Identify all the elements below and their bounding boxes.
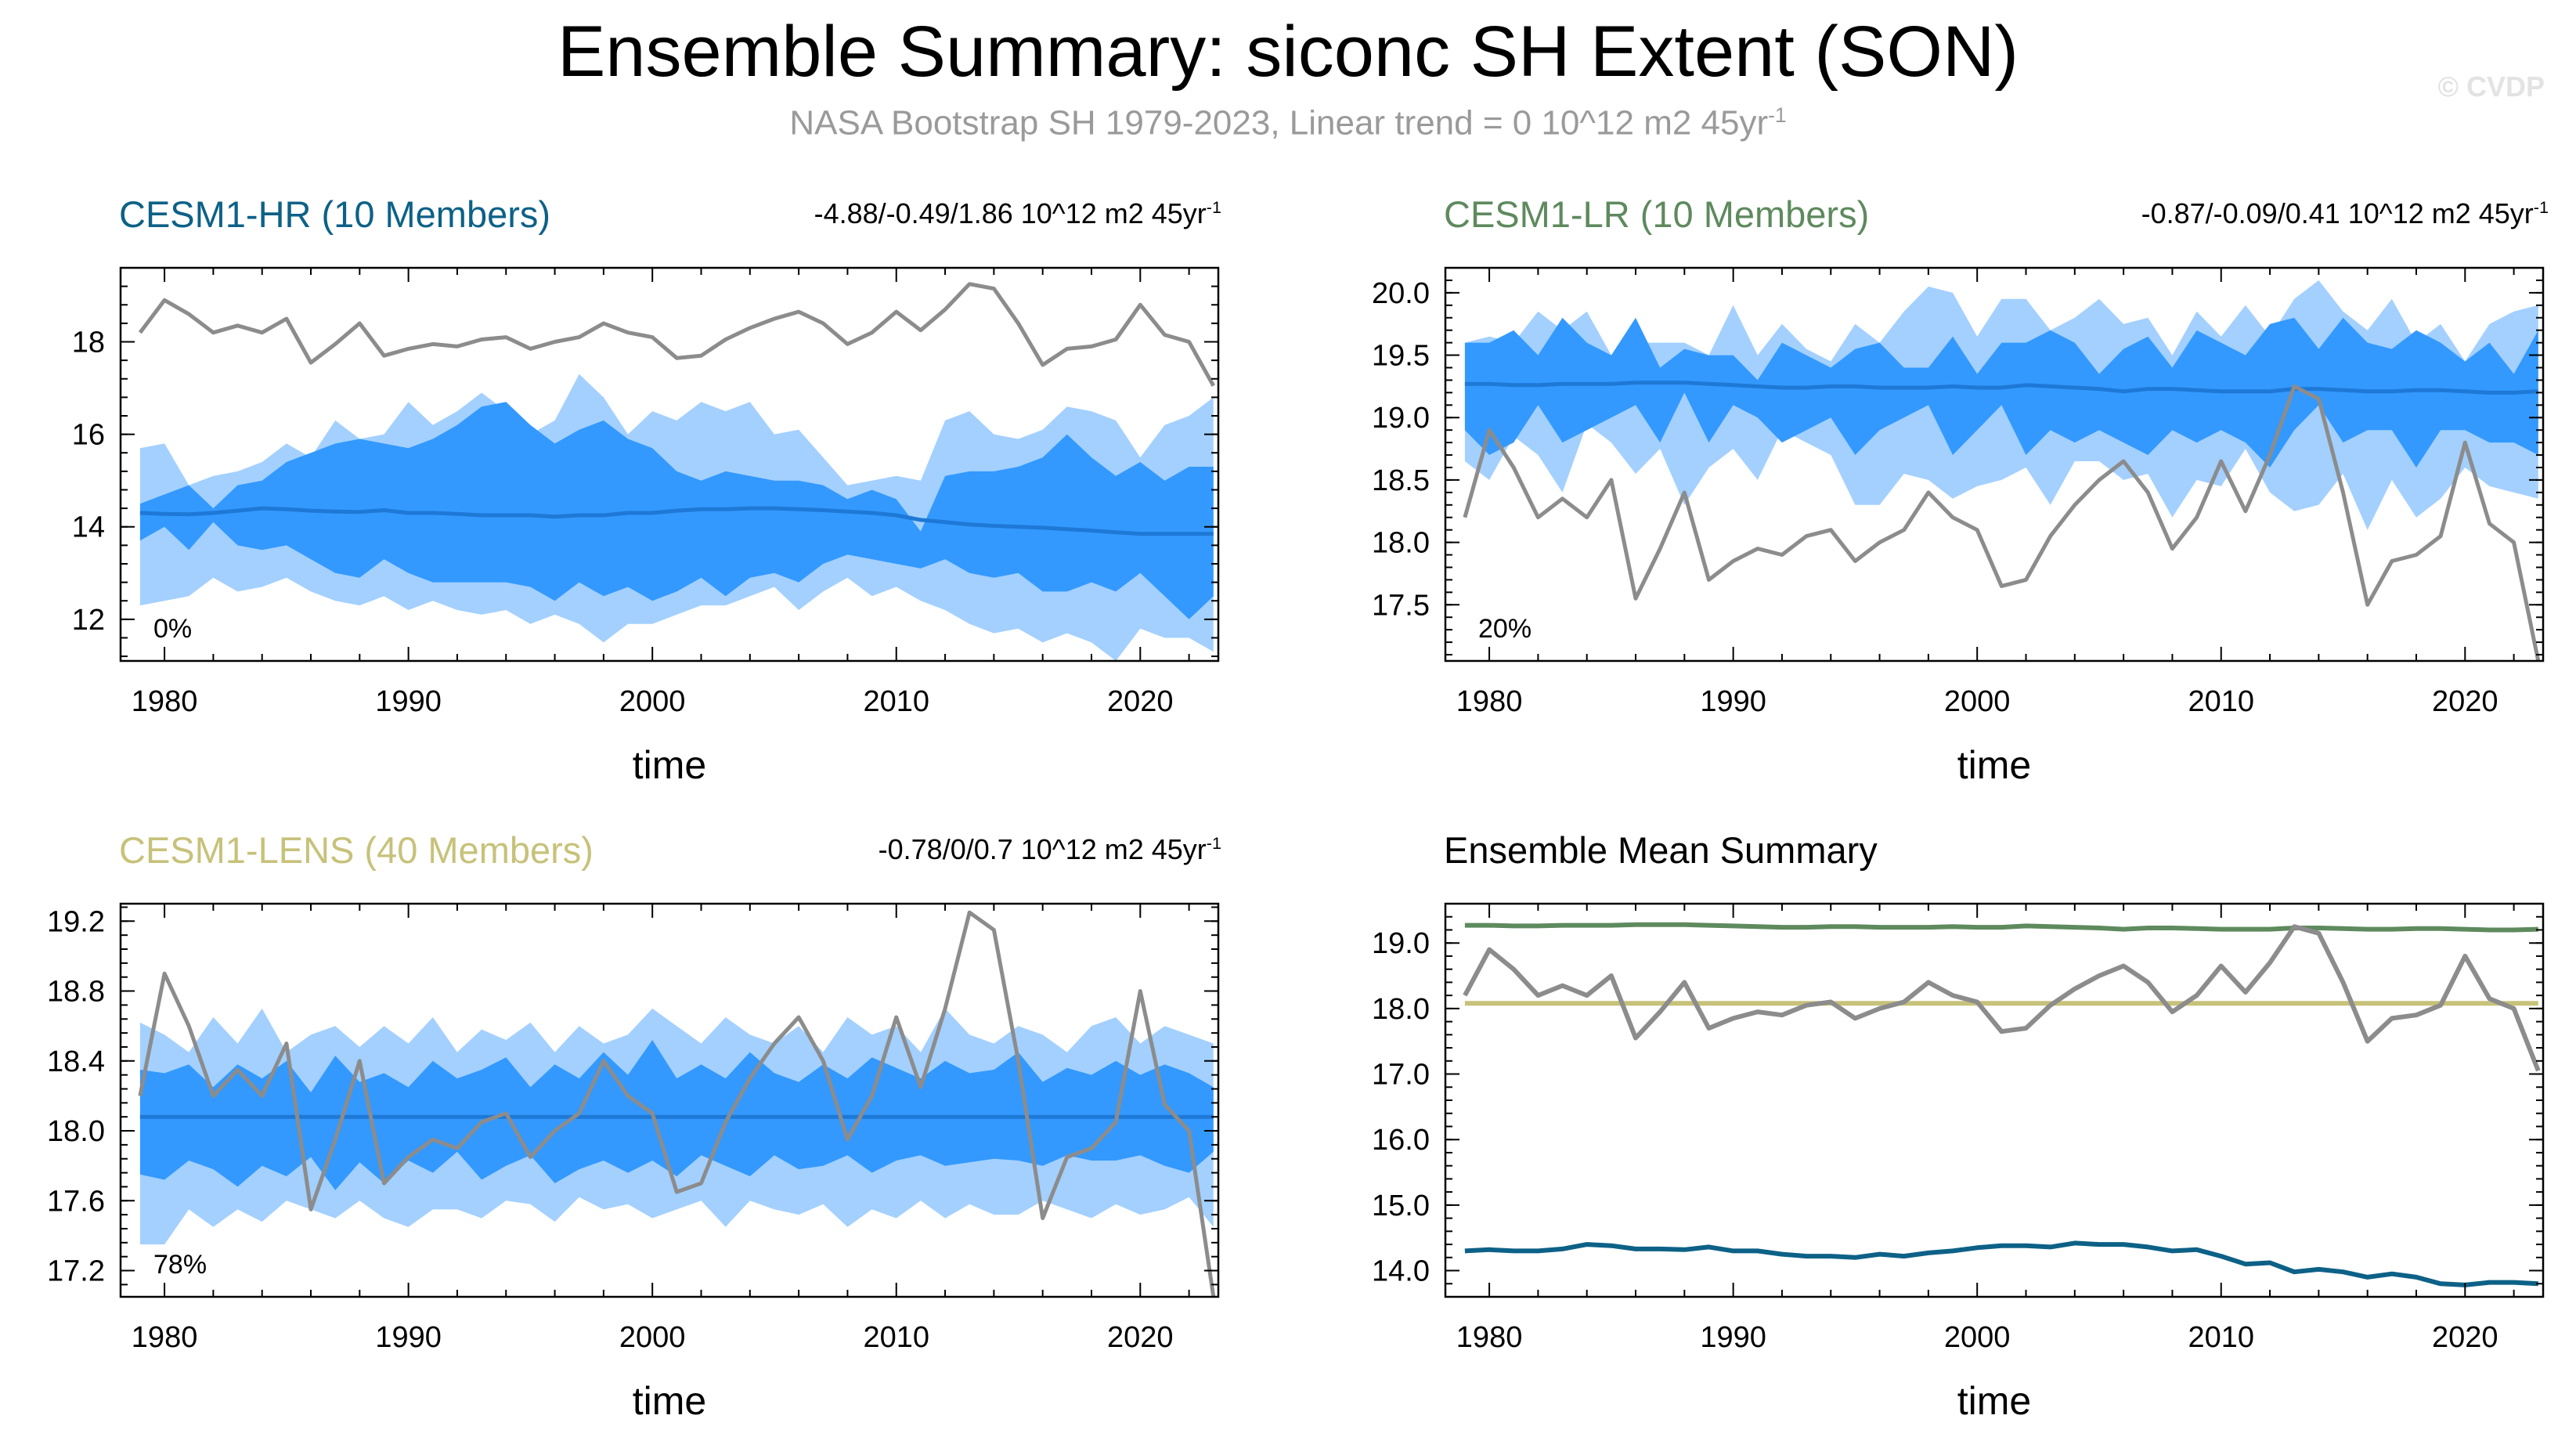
x-tick-label-hr: 2010 [863,685,929,718]
x-tick-label-lens: 2020 [1107,1321,1174,1354]
plot-area-hr [138,282,1215,661]
y-tick-label-lr: 18.0 [1372,527,1430,560]
trend-sup-lr: -1 [2533,197,2549,217]
panel-hr [119,266,1220,663]
y-tick-label-lens: 19.2 [47,905,105,938]
observations-line-lr [1463,384,2541,661]
y-tick-label-hr: 18 [72,326,105,359]
subtitle-superscript: -1 [1768,103,1787,127]
x-axis-label-hr: time [633,743,706,787]
y-tick-label-lr: 19.0 [1372,402,1430,435]
trend-label-lr: -0.87/-0.09/0.41 10^12 m2 45yr-1 [2141,197,2549,230]
panel-summary [1444,902,2545,1298]
percent-label-lr: 20% [1478,614,1532,644]
figure-title: Ensemble Summary: siconc SH Extent (SON) [557,12,2019,92]
observations-line-lens [138,910,1216,1297]
x-tick-label-summary: 2000 [1944,1321,2011,1354]
y-tick-label-summary: 19.0 [1372,927,1430,960]
observations-line-hr [138,282,1215,387]
subtitle-text: NASA Bootstrap SH 1979-2023, Linear tren… [789,103,1769,143]
y-tick-label-lr: 19.5 [1372,340,1430,373]
x-tick-label-hr: 1980 [132,685,198,718]
frame-hr [119,266,1220,663]
y-tick-label-lens: 18.4 [47,1045,105,1078]
x-tick-label-lens: 1990 [375,1321,442,1354]
x-tick-label-lr: 2010 [2188,685,2254,718]
copyright-watermark: © CVDP [2437,70,2545,103]
x-tick-label-lr: 1990 [1700,685,1766,718]
frame-lr [1444,266,2545,663]
x-tick-label-lr: 2000 [1944,685,2011,718]
x-tick-label-lens: 1980 [132,1321,198,1354]
figure-subtitle: NASA Bootstrap SH 1979-2023, Linear tren… [0,103,2576,143]
x-tick-label-hr: 2000 [619,685,686,718]
trend-sup-hr: -1 [1206,197,1221,217]
frame-lens [119,902,1220,1298]
summary-line-observations [1463,924,2541,1072]
y-tick-label-lr: 18.5 [1372,464,1430,497]
y-tick-label-lens: 17.2 [47,1255,105,1288]
x-axis-label-summary: time [1957,1379,2031,1423]
inner-band-lr [1464,317,2538,468]
x-tick-label-summary: 1990 [1700,1321,1766,1354]
panel-lr [1444,266,2545,663]
y-tick-label-summary: 16.0 [1372,1124,1430,1157]
percent-label-hr: 0% [153,614,192,644]
y-tick-label-lens: 17.6 [47,1185,105,1218]
x-tick-label-lens: 2000 [619,1321,686,1354]
x-tick-label-summary: 1980 [1456,1321,1523,1354]
plot-area-lr [1463,280,2541,661]
panel-lens [119,902,1220,1298]
y-tick-label-lens: 18.8 [47,976,105,1009]
x-tick-label-lr: 1980 [1456,685,1523,718]
summary-line-cesm1-hr [1464,1240,2538,1287]
y-tick-label-summary: 15.0 [1372,1190,1430,1222]
y-tick-label-hr: 12 [72,604,105,637]
x-tick-label-lens: 2010 [863,1321,929,1354]
x-axis-label-lens: time [633,1379,706,1423]
y-tick-label-lr: 17.5 [1372,589,1430,622]
panel-title-lr: CESM1-LR (10 Members) [1444,193,1870,235]
summary-line-cesm1-lr [1464,922,2538,933]
frame-summary [1444,902,2545,1298]
x-tick-label-summary: 2010 [2188,1321,2254,1354]
x-tick-label-hr: 2020 [1107,685,1174,718]
x-axis-label-lr: time [1957,743,2031,787]
x-tick-label-hr: 1990 [375,685,442,718]
trend-text-lr: -0.87/-0.09/0.41 10^12 m2 45yr [2141,197,2534,229]
y-tick-label-lens: 18.0 [47,1115,105,1148]
y-tick-label-summary: 14.0 [1372,1255,1430,1288]
panel-title-hr: CESM1-HR (10 Members) [119,193,551,235]
y-tick-label-lr: 20.0 [1372,277,1430,310]
x-tick-label-lr: 2020 [2432,685,2498,718]
panel-title-lens: CESM1-LENS (40 Members) [119,829,593,871]
y-tick-label-hr: 16 [72,419,105,452]
x-tick-label-summary: 2020 [2432,1321,2498,1354]
panel-title-summary: Ensemble Mean Summary [1444,829,1878,871]
trend-text-lens: -0.78/0/0.7 10^12 m2 45yr [878,833,1207,865]
trend-text-hr: -4.88/-0.49/1.86 10^12 m2 45yr [814,197,1207,229]
y-tick-label-summary: 17.0 [1372,1059,1430,1092]
ensemble-mean-line-hr [139,506,1214,536]
ensemble-mean-line-lr [1464,381,2538,395]
y-tick-label-summary: 18.0 [1372,993,1430,1026]
trend-sup-lens: -1 [1206,833,1221,853]
percent-label-lens: 78% [153,1250,207,1280]
plot-area-summary [1463,922,2541,1287]
trend-label-lens: -0.78/0/0.7 10^12 m2 45yr-1 [879,833,1221,866]
trend-label-hr: -4.88/-0.49/1.86 10^12 m2 45yr-1 [814,197,1221,230]
y-tick-label-hr: 14 [72,511,105,544]
plot-area-lens [138,910,1216,1297]
